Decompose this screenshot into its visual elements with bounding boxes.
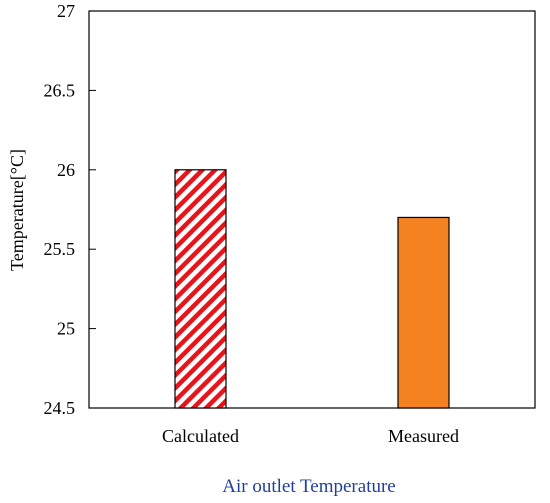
x-axis: Calculated Measured	[162, 426, 459, 446]
y-tick-label: 24.5	[44, 398, 76, 418]
y-tick-label: 26	[57, 160, 75, 180]
y-tick-label: 25.5	[44, 239, 76, 259]
bars	[174, 169, 450, 409]
bar-calculated	[174, 169, 227, 409]
y-axis-label: Temperature[°C]	[7, 149, 27, 271]
x-tick-label: Measured	[388, 426, 459, 446]
bar-measured	[397, 216, 450, 409]
y-tick-label: 26.5	[44, 80, 76, 100]
plot-area	[88, 10, 536, 409]
x-axis-caption: Air outlet Temperature	[222, 476, 395, 497]
y-axis: 24.5 25 25.5 26 26.5 27	[44, 1, 96, 418]
y-tick-label: 25	[57, 319, 75, 339]
y-tick-label: 27	[57, 1, 75, 21]
x-tick-label: Calculated	[162, 426, 239, 446]
